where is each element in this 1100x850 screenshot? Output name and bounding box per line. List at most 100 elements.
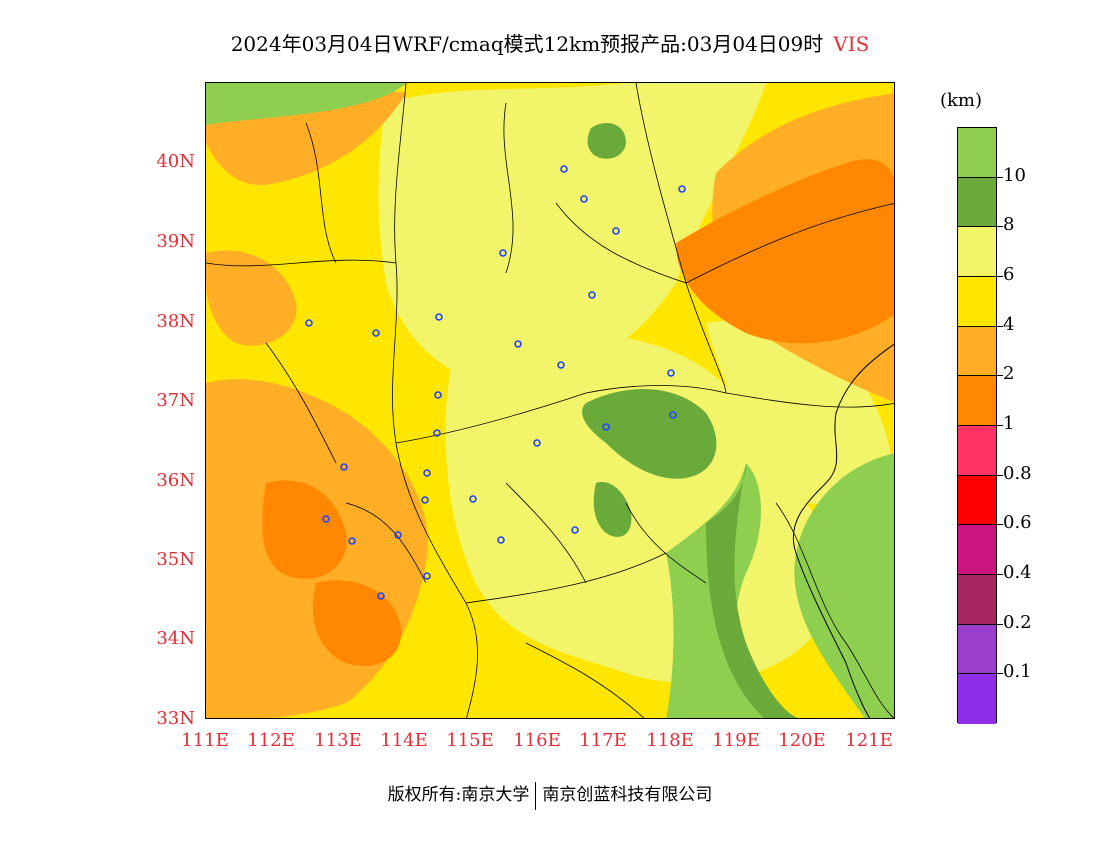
colorbar-tick — [997, 673, 1003, 675]
city-marker — [423, 572, 431, 580]
colorbar-swatch — [958, 276, 996, 327]
colorbar-swatch — [958, 425, 996, 476]
admin-boundaries — [206, 83, 894, 718]
city-marker — [533, 439, 541, 447]
vis-zone-1-2-s — [312, 580, 402, 667]
vis-zone-8-10-central — [582, 389, 717, 479]
colorbar-label: 10 — [1003, 164, 1026, 186]
lon-label: 114E — [380, 730, 428, 751]
colorbar-label: 4 — [1003, 313, 1015, 335]
lat-label: 33N — [156, 708, 195, 729]
city-markers — [305, 165, 686, 600]
colorbar-label: 1 — [1003, 413, 1015, 434]
vis-zone-8-10-mid — [593, 482, 632, 537]
colorbar-label: 0.8 — [1003, 462, 1032, 484]
colorbar-swatch — [958, 326, 996, 377]
lon-label: 115E — [446, 730, 494, 751]
city-marker — [571, 526, 579, 534]
colorbar-swatch — [958, 624, 996, 675]
colorbar-label: 6 — [1003, 264, 1015, 285]
colorbar-label: 0.4 — [1003, 562, 1032, 583]
lon-label: 116E — [513, 730, 561, 751]
city-marker — [667, 369, 675, 377]
title-main: 2024年03月04日WRF/cmaq模式12km预报产品:03月04日09时 — [230, 32, 824, 56]
forecast-map — [205, 82, 895, 719]
city-marker — [497, 536, 505, 544]
city-marker — [305, 319, 313, 327]
vis-zone-8-10-south — [706, 463, 798, 718]
colorbar-label: 8 — [1003, 214, 1015, 236]
colorbar — [957, 127, 997, 724]
city-marker — [499, 249, 507, 257]
vis-zone-1-2-sw — [262, 480, 347, 579]
city-marker — [435, 313, 443, 321]
colorbar-label: 0.2 — [1003, 611, 1032, 633]
footer-left: 版权所有:南京大学 — [387, 785, 530, 805]
lat-label: 36N — [156, 470, 195, 491]
colorbar-swatch — [958, 376, 996, 426]
footer-right: 南京创蓝科技有限公司 — [542, 785, 713, 805]
colorbar-label: 0.1 — [1003, 661, 1032, 683]
lon-label: 113E — [314, 730, 362, 751]
city-marker — [612, 227, 620, 235]
city-marker — [421, 496, 429, 504]
chart-title: 2024年03月04日WRF/cmaq模式12km预报产品:03月04日09时 V… — [0, 28, 1100, 57]
title-variable: VIS — [833, 32, 870, 56]
colorbar-tick — [997, 574, 1003, 575]
city-marker — [377, 592, 385, 600]
lon-label: 121E — [845, 730, 893, 751]
colorbar-swatch — [958, 177, 996, 228]
map-canvas — [206, 83, 894, 718]
colorbar-label: 0.6 — [1003, 512, 1032, 534]
lon-label: 120E — [778, 730, 826, 751]
city-marker — [433, 429, 441, 437]
city-marker — [348, 537, 356, 545]
lat-label: 37N — [156, 390, 195, 411]
vis-zone-2-4-w — [206, 250, 297, 346]
vis-zone-1-2-ne — [676, 159, 894, 344]
city-marker — [669, 411, 677, 419]
footer-separator — [535, 781, 537, 810]
colorbar-tick — [997, 226, 1003, 228]
city-marker — [557, 361, 565, 369]
colorbar-swatch — [958, 227, 996, 277]
lat-label: 40N — [156, 151, 195, 172]
city-marker — [322, 515, 330, 523]
vis-zone-10-nw — [206, 83, 406, 125]
city-marker — [372, 329, 380, 337]
colorbar-tick — [997, 425, 1003, 426]
city-marker — [602, 423, 610, 431]
vis-zone-10-se — [794, 453, 894, 718]
vis-zone-6-8-north — [378, 83, 766, 385]
colorbar-tick — [997, 276, 1003, 277]
lat-label: 35N — [156, 549, 195, 570]
lat-label: 39N — [156, 231, 195, 252]
city-marker — [678, 185, 686, 193]
vis-zone-8-10-north — [587, 123, 626, 159]
colorbar-swatch — [958, 475, 996, 526]
coastline — [792, 343, 894, 718]
city-marker — [560, 165, 568, 173]
lon-label: 118E — [646, 730, 694, 751]
colorbar-tick — [997, 325, 1003, 327]
lat-label: 34N — [156, 628, 195, 649]
city-marker — [580, 195, 588, 203]
colorbar-swatch — [958, 525, 996, 575]
colorbar-tick — [997, 176, 1003, 178]
colorbar-tick — [997, 524, 1003, 526]
city-marker — [469, 495, 477, 503]
lon-label: 111E — [181, 730, 229, 751]
copyright-footer: 版权所有:南京大学 南京创蓝科技有限公司 — [0, 780, 1100, 810]
lon-label: 117E — [579, 730, 627, 751]
city-marker — [394, 531, 402, 539]
city-marker — [588, 291, 596, 299]
colorbar-swatch — [958, 128, 996, 178]
colorbar-tick — [997, 623, 1003, 625]
city-marker — [340, 463, 348, 471]
lon-label: 119E — [712, 730, 760, 751]
colorbar-label: 2 — [1003, 363, 1015, 385]
lon-label: 112E — [247, 730, 295, 751]
colorbar-swatch — [958, 574, 996, 625]
city-marker — [514, 340, 522, 348]
colorbar-swatch — [958, 674, 996, 724]
